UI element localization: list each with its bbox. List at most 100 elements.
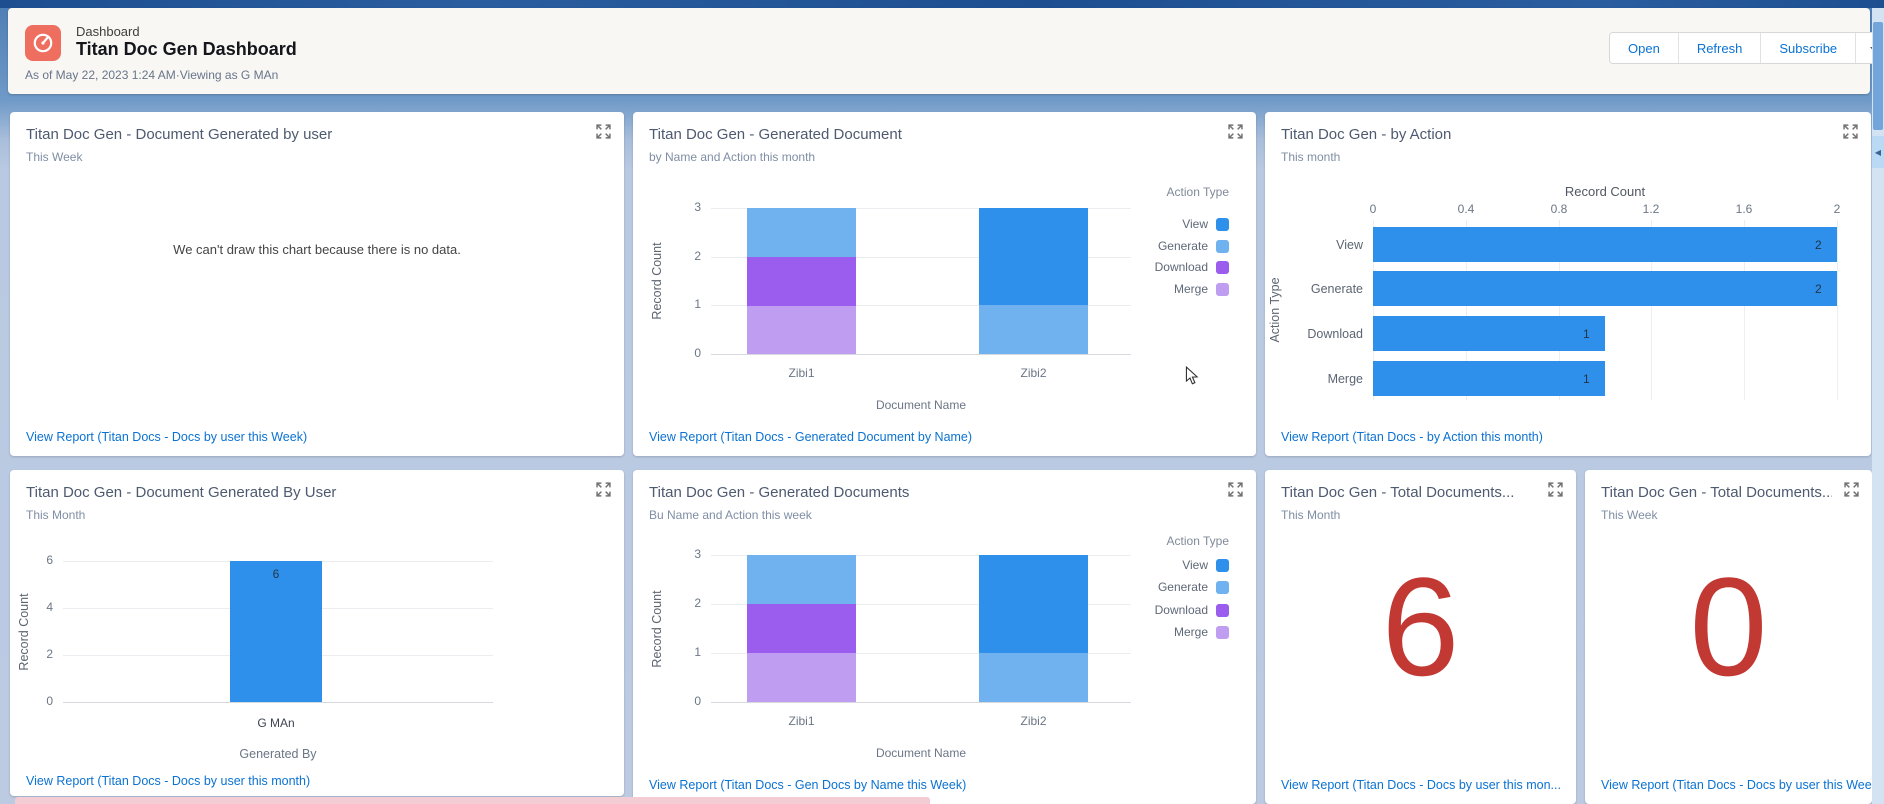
widget-by-action-month: Titan Doc Gen - by Action This month Rec… <box>1265 112 1871 456</box>
dashboard-header: Dashboard Titan Doc Gen Dashboard As of … <box>8 8 1884 94</box>
expand-icon[interactable] <box>1841 124 1859 142</box>
panel-collapse-arrow[interactable]: ◀ <box>1872 136 1884 168</box>
vertical-scrollbar[interactable]: ◀ <box>1872 8 1884 804</box>
widget-doc-generated-by-user-month: Titan Doc Gen - Document Generated By Us… <box>10 470 624 796</box>
y-tick-label: 3 <box>694 547 701 561</box>
y-axis-title: Record Count <box>650 242 664 320</box>
widget-total-documents-week: Titan Doc Gen - Total Documents... This … <box>1585 470 1882 804</box>
hbar-download[interactable] <box>1373 316 1605 351</box>
view-report-link[interactable]: View Report (Titan Docs - Gen Docs by Na… <box>649 778 967 792</box>
y-tick-label: 0 <box>694 346 701 360</box>
legend-swatch <box>1216 260 1229 274</box>
widget-title: Titan Doc Gen - Document Generated by us… <box>26 126 333 143</box>
view-report-link[interactable]: View Report (Titan Docs - Generated Docu… <box>649 430 973 444</box>
bar-value-label: 1 <box>1583 327 1590 341</box>
view-report-link[interactable]: View Report (Titan Docs - Docs by user t… <box>26 774 311 788</box>
widget-total-documents-month: Titan Doc Gen - Total Documents... This … <box>1265 470 1576 804</box>
expand-icon[interactable] <box>1226 124 1244 142</box>
bar-value-label: 6 <box>272 567 280 581</box>
legend-title: Action Type <box>1166 534 1229 548</box>
stacked-bar-segment-download[interactable] <box>747 604 856 653</box>
stacked-bar-segment-generate[interactable] <box>979 305 1088 354</box>
legend-swatch <box>1216 580 1229 594</box>
expand-icon[interactable] <box>594 482 612 500</box>
hbar-generate[interactable] <box>1373 271 1837 306</box>
stacked-bar-segment-view[interactable] <box>979 555 1088 653</box>
y-tick-label: 1 <box>694 297 701 311</box>
view-report-link[interactable]: View Report (Titan Docs - Docs by user t… <box>26 430 308 444</box>
gridline <box>711 653 1131 654</box>
y-tick-label: 2 <box>694 596 701 610</box>
widget-subtitle: This Week <box>26 150 83 164</box>
x-tick-label: 0 <box>1369 202 1377 216</box>
expand-icon[interactable] <box>1546 482 1564 500</box>
view-report-link[interactable]: View Report (Titan Docs - Docs by user t… <box>1281 778 1561 792</box>
legend-swatch <box>1216 217 1229 231</box>
stacked-bar-segment-generate[interactable] <box>747 555 856 604</box>
category-label: Generate <box>1310 281 1363 296</box>
widget-title: Titan Doc Gen - by Action <box>1281 126 1452 143</box>
gauge-icon <box>33 33 53 53</box>
hbar-merge[interactable] <box>1373 361 1605 396</box>
stacked-bar-segment-generate[interactable] <box>979 653 1088 702</box>
view-report-link[interactable]: View Report (Titan Docs - Docs by user t… <box>1601 778 1883 792</box>
expand-icon[interactable] <box>1842 482 1860 500</box>
x-tick-label: Zibi1 <box>788 714 815 728</box>
legend-label: View <box>1182 217 1208 231</box>
x-tick-label: Zibi2 <box>1020 714 1047 728</box>
scrollbar-thumb[interactable] <box>1873 22 1883 130</box>
gridline <box>711 702 1131 703</box>
vbar-g-man[interactable] <box>230 561 322 702</box>
x-tick-label: 0.4 <box>1457 202 1475 216</box>
record-type-label: Dashboard <box>76 24 140 39</box>
gridline <box>711 354 1131 355</box>
y-axis-title: Record Count <box>17 593 31 671</box>
page-title: Titan Doc Gen Dashboard <box>76 39 297 59</box>
gridline <box>711 257 1131 258</box>
stacked-bar-segment-merge[interactable] <box>747 653 856 702</box>
widget-subtitle: by Name and Action this month <box>649 150 816 164</box>
expand-icon[interactable] <box>594 124 612 142</box>
y-tick-label: 6 <box>46 553 53 567</box>
expand-icon[interactable] <box>1226 482 1244 500</box>
stacked-bar-segment-merge[interactable] <box>747 305 856 354</box>
chart-area: 0 1 2 3 Record Count Zibi1 Zibi2 Document Name A… <box>633 112 1256 456</box>
x-tick-label: 1.2 <box>1642 202 1660 216</box>
view-report-link[interactable]: View Report (Titan Docs - by Action this… <box>1281 430 1543 444</box>
bar-value-label: 1 <box>1583 372 1590 386</box>
stacked-bar-segment-download[interactable] <box>747 257 856 306</box>
widget-title: Titan Doc Gen - Total Documents... <box>1601 484 1832 501</box>
gridline <box>1744 220 1745 400</box>
x-axis-title: Record Count <box>1564 184 1646 199</box>
app-header-strip <box>0 0 1884 8</box>
open-button[interactable]: Open <box>1610 33 1679 63</box>
legend-swatch <box>1216 239 1229 253</box>
widget-subtitle: This month <box>1281 150 1341 164</box>
y-axis-title: Record Count <box>650 590 664 668</box>
metric-value: 6 <box>1381 548 1460 705</box>
legend-label: Merge <box>1173 625 1208 639</box>
category-label: Download <box>1307 326 1363 341</box>
gridline <box>63 702 493 703</box>
category-label: Merge <box>1327 371 1363 386</box>
below-widget-edge <box>15 797 930 804</box>
widget-subtitle: This Week <box>1601 508 1658 522</box>
gridline <box>1837 220 1838 400</box>
stacked-bar-segment-generate[interactable] <box>747 208 856 257</box>
dashboard-meta: As of May 22, 2023 1:24 AM·Viewing as G … <box>25 68 279 82</box>
gridline <box>1559 220 1560 400</box>
y-tick-label: 2 <box>46 647 53 661</box>
gridline <box>711 305 1131 306</box>
refresh-button[interactable]: Refresh <box>1678 33 1762 63</box>
mouse-cursor <box>1183 365 1201 391</box>
hbar-view[interactable] <box>1373 227 1837 262</box>
subscribe-button[interactable]: Subscribe <box>1761 33 1857 63</box>
stacked-bar-segment-view[interactable] <box>979 208 1088 305</box>
gridline <box>711 555 1131 556</box>
legend-swatch <box>1216 558 1229 572</box>
y-tick-label: 2 <box>694 249 701 263</box>
category-label: View <box>1336 237 1363 252</box>
legend-item-view: View <box>1182 558 1229 572</box>
legend-title: Action Type <box>1166 185 1229 199</box>
